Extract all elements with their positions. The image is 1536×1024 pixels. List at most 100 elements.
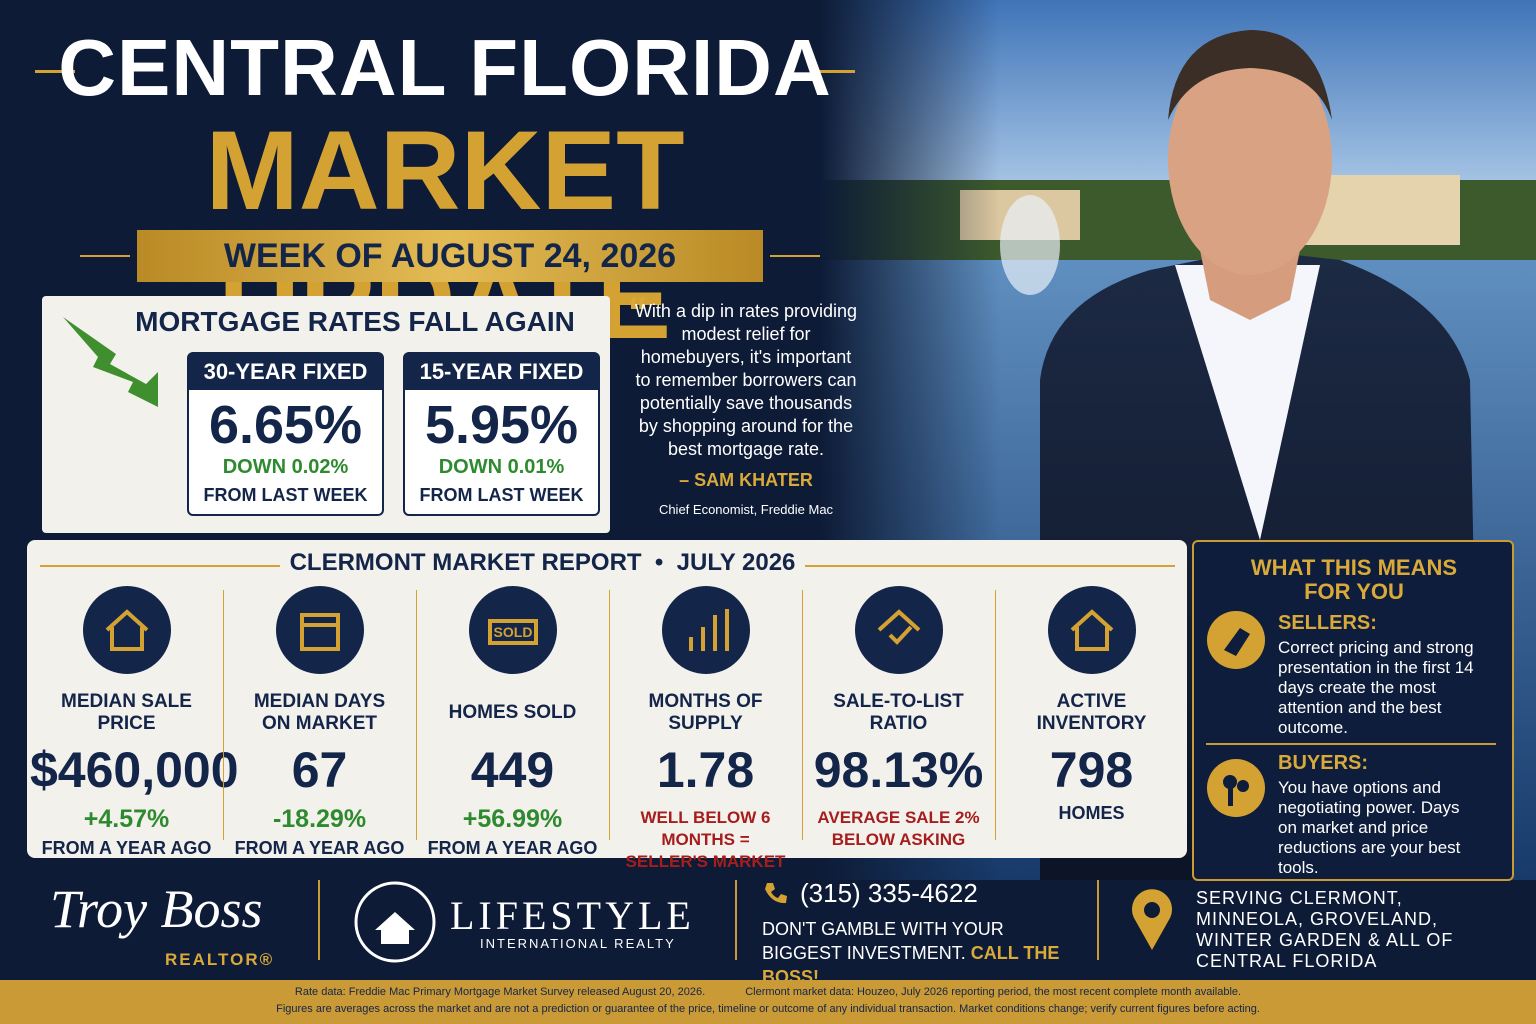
divider — [1097, 880, 1099, 960]
rate-box: 15-YEAR FIXED 5.95% DOWN 0.01% FROM LAST… — [403, 352, 600, 516]
stat-change: -18.29% — [272, 805, 367, 833]
brand-logo — [354, 881, 436, 963]
week-banner: WEEK OF AUGUST 24, 2026 — [137, 230, 763, 282]
agent-name: Troy Boss — [50, 879, 263, 939]
disclaimer-line: Rate data: Freddie Mac Primary Mortgage … — [0, 986, 1536, 998]
tagline-text: DON'T GAMBLE WITH YOUR BIGGEST INVESTMEN… — [762, 919, 1004, 963]
icon-circle — [468, 586, 557, 674]
disclaimer-note: Figures are averages across the market a… — [276, 1003, 1260, 1015]
column-divider — [995, 590, 996, 840]
stat-icon — [661, 586, 750, 674]
icon-glyph — [105, 609, 148, 651]
stat-label: MEDIAN DAYS ON MARKET — [253, 691, 386, 734]
stat-column: SALE-TO-LIST RATIO 98.13% AVERAGE SALE 2% … — [802, 585, 995, 851]
decor-dash — [35, 70, 75, 73]
down-arrow-icon — [63, 317, 158, 407]
stat-change: +56.99% — [462, 805, 563, 833]
stat-value: 67 — [291, 742, 348, 798]
stat-value: 449 — [470, 742, 555, 798]
quote-author: – SAM KHATER — [679, 470, 813, 490]
rate-value: 5.95% — [424, 395, 579, 455]
report-title: CLERMONT MARKET REPORT • JULY 2026 — [289, 549, 796, 576]
disclaimer: Rate data: Freddie Mac Primary Mortgage … — [0, 980, 1536, 1024]
icon-glyph — [688, 609, 729, 651]
stat-label: ACTIVE INVENTORY — [1036, 691, 1147, 734]
icon-glyph — [1070, 609, 1113, 651]
quote-text: With a dip in rates providing modest rel… — [634, 301, 858, 459]
stat-icon — [1047, 586, 1136, 674]
stat-label: MONTHS OF SUPPLY — [648, 691, 763, 734]
icon-text: SOLD — [493, 624, 532, 640]
rate-note: FROM LAST WEEK — [419, 485, 584, 505]
icon-circle — [275, 586, 364, 674]
stat-column: MONTHS OF SUPPLY 1.78 WELL BELOW 6 MONTHS … — [609, 585, 802, 873]
decor-dash — [770, 255, 820, 257]
icon-glyph — [299, 613, 340, 651]
stat-value: 798 — [1049, 742, 1134, 798]
phone: (315) 335-4622 — [800, 878, 978, 908]
brand-sub: INTERNATIONAL REALTY — [480, 936, 676, 951]
stat-label: MEDIAN SALE PRICE — [61, 691, 192, 734]
icon-circle — [854, 586, 943, 674]
quote-mark: “ — [628, 290, 648, 334]
stat-note: FROM A YEAR AGO — [41, 838, 212, 858]
keys-icon — [1207, 759, 1265, 817]
phone-icon — [765, 883, 787, 904]
service-area: SERVING CLERMONT, MINNEOLA, GROVELAND, W… — [1196, 888, 1454, 971]
stat-alert: AVERAGE SALE 2% BELOW ASKING — [817, 808, 980, 849]
location-icon — [1132, 889, 1172, 950]
rate-note: FROM LAST WEEK — [203, 485, 368, 505]
report-panel — [27, 540, 1187, 858]
column-divider — [416, 590, 417, 840]
stat-icon — [275, 586, 364, 674]
divider — [318, 880, 320, 960]
column-divider — [802, 590, 803, 840]
rate-change: DOWN 0.02% — [222, 456, 349, 478]
sellers-text: Correct pricing and strong presentation … — [1278, 638, 1474, 737]
brand-name: LIFESTYLE — [450, 893, 695, 938]
decor-dash — [80, 255, 130, 257]
rate-source: Rate data: Freddie Mac Primary Mortgage … — [294, 986, 706, 998]
sellers-heading: SELLERS: — [1278, 612, 1377, 634]
icon-circle — [661, 586, 750, 674]
quote: With a dip in rates providing modest rel… — [632, 300, 860, 521]
stat-icon — [854, 586, 943, 674]
agent-role: REALTOR® — [165, 950, 275, 969]
buyers-heading: BUYERS: — [1278, 752, 1369, 774]
stat-note: HOMES — [1058, 803, 1125, 823]
quote-role: Chief Economist, Freddie Mac — [658, 502, 834, 517]
stat-icon — [82, 586, 171, 674]
rate-label: 30-YEAR FIXED — [189, 354, 382, 390]
divider — [735, 880, 737, 960]
icon-circle — [1047, 586, 1136, 674]
stat-change: +4.57% — [83, 805, 170, 833]
stat-note: FROM A YEAR AGO — [234, 838, 405, 858]
stat-label: HOMES SOLD — [448, 702, 577, 723]
rate-value: 6.65% — [208, 395, 363, 455]
stat-column: SOLD HOMES SOLD 449 +56.99% FROM A YEAR AGO — [416, 585, 609, 859]
tag-icon — [1207, 611, 1265, 669]
stat-icon: SOLD — [468, 586, 557, 674]
icon-glyph — [877, 609, 920, 645]
stat-value: 1.78 — [656, 742, 755, 798]
stat-column: MEDIAN DAYS ON MARKET 67 -18.29% FROM A YEA… — [223, 585, 416, 859]
column-divider — [223, 590, 224, 840]
stat-alert: WELL BELOW 6 MONTHS = SELLER'S MARKET — [625, 808, 786, 871]
stat-column: ACTIVE INVENTORY 798 HOMES — [995, 585, 1188, 824]
rate-change: DOWN 0.01% — [438, 456, 565, 478]
rate-label: 15-YEAR FIXED — [405, 354, 598, 390]
decor-line — [40, 565, 280, 567]
advice-panel: WHAT THIS MEANS FOR YOU SELLERS: Correct… — [1192, 540, 1514, 881]
rate-box: 30-YEAR FIXED 6.65% DOWN 0.02% FROM LAST… — [187, 352, 384, 516]
decor-dash — [815, 70, 855, 73]
icon-glyph — [487, 619, 538, 645]
buyers-text: You have options and negotiating power. … — [1278, 778, 1461, 877]
stat-column: MEDIAN SALE PRICE $460,000 +4.57% FROM A YE… — [30, 585, 239, 859]
tagline: DON'T GAMBLE WITH YOUR BIGGEST INVESTMEN… — [762, 917, 1082, 989]
mortgage-title: MORTGAGE RATES FALL AGAIN — [135, 306, 575, 337]
decor-line — [805, 565, 1175, 567]
stat-value: 98.13% — [813, 742, 984, 798]
market-source: Clermont market data: Houzeo, July 2026 … — [745, 986, 1242, 998]
stat-label: SALE-TO-LIST RATIO — [833, 691, 964, 734]
